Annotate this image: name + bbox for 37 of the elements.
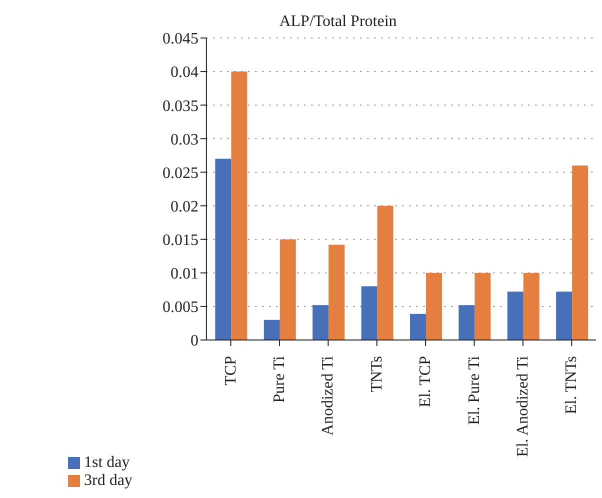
chart-title: ALP/Total Protein [279, 13, 397, 30]
y-tick-label: 0.03 [170, 131, 198, 148]
x-tick-label: El. TCP [417, 356, 434, 408]
bar [474, 272, 491, 340]
bar [458, 305, 475, 340]
bar [426, 272, 442, 340]
y-tick-label: 0.015 [162, 232, 198, 250]
legend-label: 1st day [84, 454, 130, 471]
bar [231, 72, 248, 340]
bar [523, 272, 540, 340]
y-tick-label: 0.01 [170, 266, 198, 283]
y-tick-label: 0.02 [170, 198, 198, 216]
y-tick-label: 0.04 [170, 64, 198, 82]
y-tick-label: 0.045 [162, 30, 198, 48]
y-tick-label: 0.025 [162, 164, 198, 182]
bar [361, 286, 378, 340]
x-tick-label: Pure Ti [270, 355, 288, 403]
y-tick-label: 0.005 [162, 299, 198, 316]
bar [215, 158, 232, 340]
bar [507, 292, 524, 340]
y-tick-label: 0 [190, 332, 198, 350]
bar [264, 320, 280, 340]
y-tick-label: 0.035 [162, 98, 198, 115]
bar [280, 239, 296, 340]
x-tick-label: El. Anodized Ti [514, 355, 532, 457]
x-tick-label: Anodized Ti [320, 355, 337, 436]
bar [410, 314, 426, 340]
x-tick-label: TNTs [368, 356, 386, 392]
x-tick-label: TCP [222, 356, 240, 386]
bar [312, 305, 329, 340]
bar [328, 244, 345, 340]
bar [572, 166, 588, 340]
bar [556, 292, 572, 340]
x-tick-label: El. Pure Ti [466, 355, 483, 425]
x-tick-label: El. TNTs [563, 356, 580, 414]
bar [377, 206, 394, 340]
legend-label: 3rd day [84, 472, 132, 489]
